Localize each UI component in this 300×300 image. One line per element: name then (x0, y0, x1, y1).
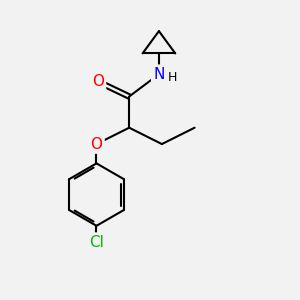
Text: Cl: Cl (89, 235, 104, 250)
Text: N: N (153, 67, 165, 82)
Text: O: O (91, 136, 103, 152)
Text: O: O (92, 74, 104, 89)
Text: H: H (168, 71, 177, 84)
